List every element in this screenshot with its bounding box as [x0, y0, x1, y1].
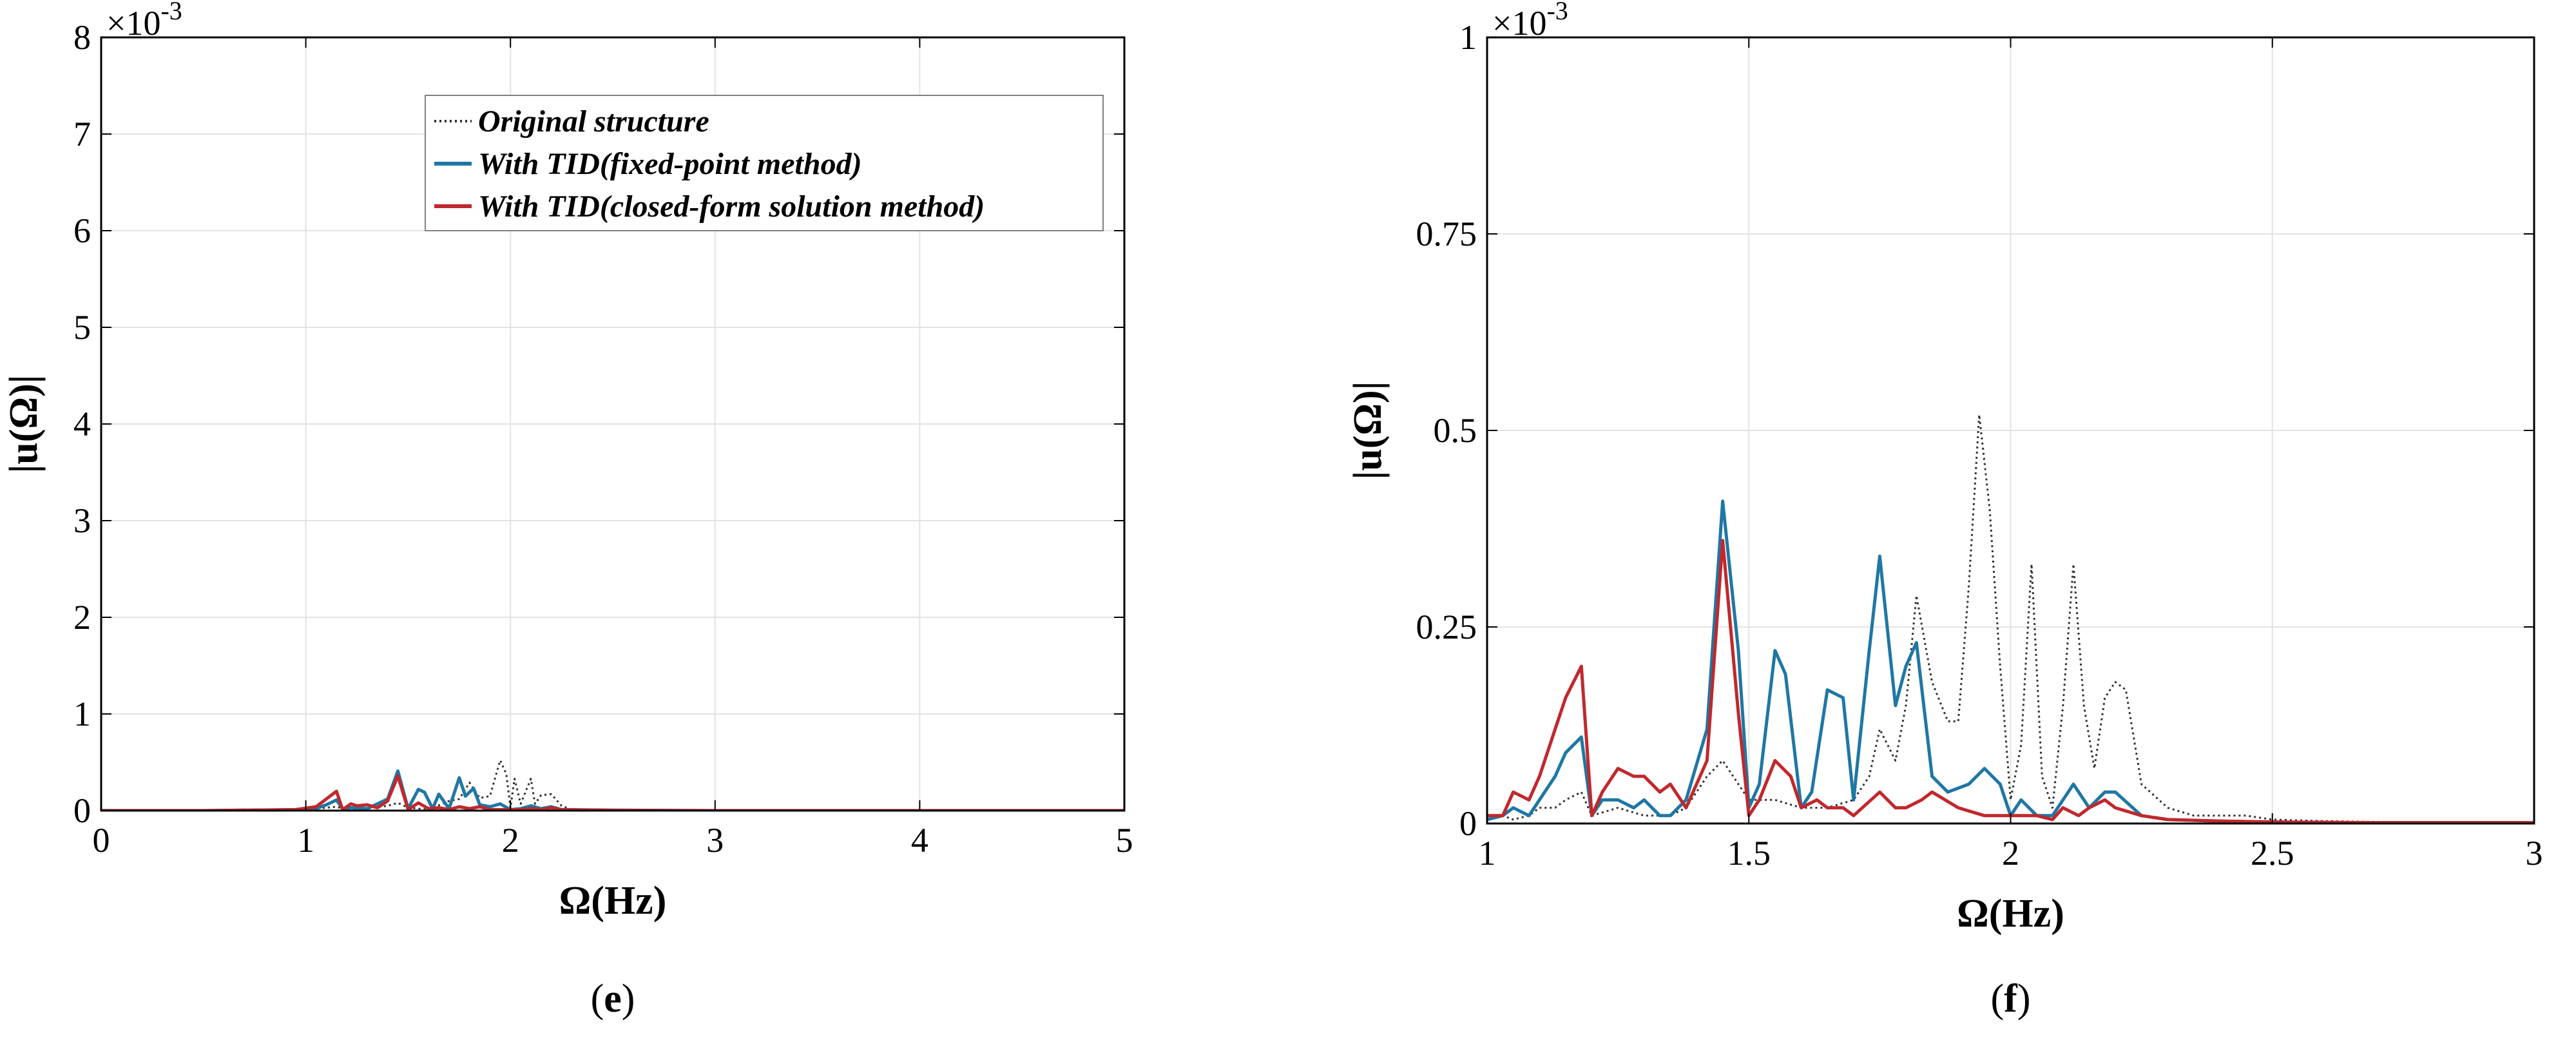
- x-tick-label: 0: [93, 821, 110, 860]
- x-tick-label: 5: [1116, 821, 1133, 860]
- x-tick-label: 4: [911, 821, 928, 860]
- series-group-f: [1487, 414, 2534, 823]
- series-line-fixed-point: [1487, 499, 2534, 823]
- panel-e: 0 1 2 3 4 5 0 1 2 3 4 5 6 7 8 ×10-3 Ω(Hz) |u(Ω)| Origi…: [2, 0, 1133, 1021]
- y-axis-label-e: |u(Ω)|: [2, 375, 46, 474]
- x-axis-label-f: Ω(Hz): [1957, 892, 2064, 936]
- series-group-e: [101, 759, 1124, 811]
- y-tick-label: 6: [73, 211, 91, 250]
- y-tick-label: 0.75: [1416, 215, 1477, 253]
- x-tick-label: 1: [297, 821, 314, 860]
- x-tick-label: 3: [706, 821, 724, 860]
- series-line-closed-form: [101, 774, 1124, 811]
- y-tick-label: 0: [73, 791, 91, 830]
- y-tick-label: 5: [73, 308, 91, 347]
- y-tick-label: 0.5: [1434, 411, 1477, 450]
- legend-label-original: Original structure: [478, 104, 709, 139]
- panel-f: 1 1.5 2 2.5 3 0 0.25 0.5 0.75 1 ×10-3 Ω(Hz) |u(Ω)…: [1346, 0, 2543, 1021]
- y-tick-label: 3: [73, 501, 91, 540]
- y-tick-label: 4: [73, 405, 91, 443]
- y-exponent-e: ×10-3: [106, 0, 182, 43]
- y-tick-label: 1: [73, 695, 91, 733]
- legend: Original structure With TID(fixed-point …: [425, 95, 1104, 231]
- x-tick-label: 2: [2002, 834, 2019, 872]
- y-tick-label: 0.25: [1416, 608, 1477, 646]
- legend-label-closed: With TID(closed-form solution method): [478, 189, 985, 224]
- x-axis-label-e: Ω(Hz): [559, 879, 667, 923]
- x-tick-label: 2.5: [2251, 834, 2294, 872]
- caption-e: (e): [591, 977, 635, 1021]
- tick-labels-f: 1 1.5 2 2.5 3 0 0.25 0.5 0.75 1: [1416, 18, 2543, 872]
- series-line-closed-form: [1487, 539, 2534, 823]
- y-tick-label: 2: [73, 598, 91, 637]
- x-tick-label: 2: [502, 821, 519, 860]
- tick-labels-e: 0 1 2 3 4 5 0 1 2 3 4 5 6 7 8: [73, 18, 1133, 860]
- y-exponent-f: ×10-3: [1492, 0, 1568, 43]
- y-tick-label: 7: [73, 115, 91, 153]
- y-tick-label: 0: [1459, 804, 1477, 843]
- x-tick-label: 1.5: [1727, 834, 1771, 872]
- legend-label-fixed: With TID(fixed-point method): [478, 147, 862, 181]
- legend-box: [425, 95, 1104, 231]
- y-axis-label-f: |u(Ω)|: [1346, 381, 1390, 480]
- y-tick-label: 1: [1459, 18, 1477, 57]
- x-tick-label: 1: [1479, 834, 1496, 872]
- y-tick-label: 8: [73, 18, 91, 57]
- x-tick-label: 3: [2526, 834, 2543, 872]
- caption-f: (f): [1991, 977, 2031, 1021]
